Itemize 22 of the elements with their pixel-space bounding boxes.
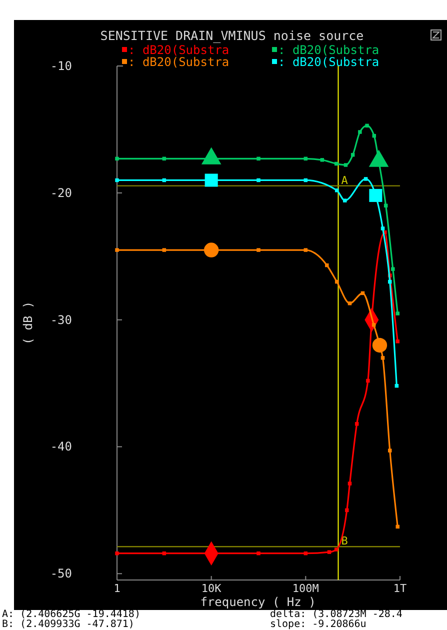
text: B: (2.409933G -47.871) xyxy=(2,619,134,630)
y-tick-label: -30 xyxy=(50,312,72,327)
ref-line-label: A xyxy=(341,174,348,187)
text: slope: -9.20866u xyxy=(270,619,366,630)
x-tick-label: 100M xyxy=(292,582,320,595)
y-axis-title: ( dB ) xyxy=(21,301,35,345)
legend-label: : dB20(Substra xyxy=(128,43,230,57)
x-tick-label: 1 xyxy=(114,582,120,595)
y-tick-label: -20 xyxy=(50,186,72,200)
x-axis-title: frequency ( Hz ) xyxy=(200,595,316,609)
y-tick-label: -40 xyxy=(50,440,72,454)
y-tick-label: -50 xyxy=(50,566,72,581)
ref-line-label: B xyxy=(341,534,348,548)
y-tick-label: -10 xyxy=(50,59,72,73)
text: delta: (3.08723M -28.4 xyxy=(270,609,402,620)
legend-label: : dB20(Substra xyxy=(128,55,230,69)
legend-label: : dB20(Substra xyxy=(278,43,380,57)
legend-label: : dB20(Substra xyxy=(278,55,380,69)
text: A: (2.406625G -19.4418) xyxy=(2,609,140,620)
x-tick-label: 10K xyxy=(201,582,222,595)
chart-title: SENSITIVE DRAIN_VMINUS noise source xyxy=(100,28,364,43)
x-tick-label: 1T xyxy=(393,582,407,595)
